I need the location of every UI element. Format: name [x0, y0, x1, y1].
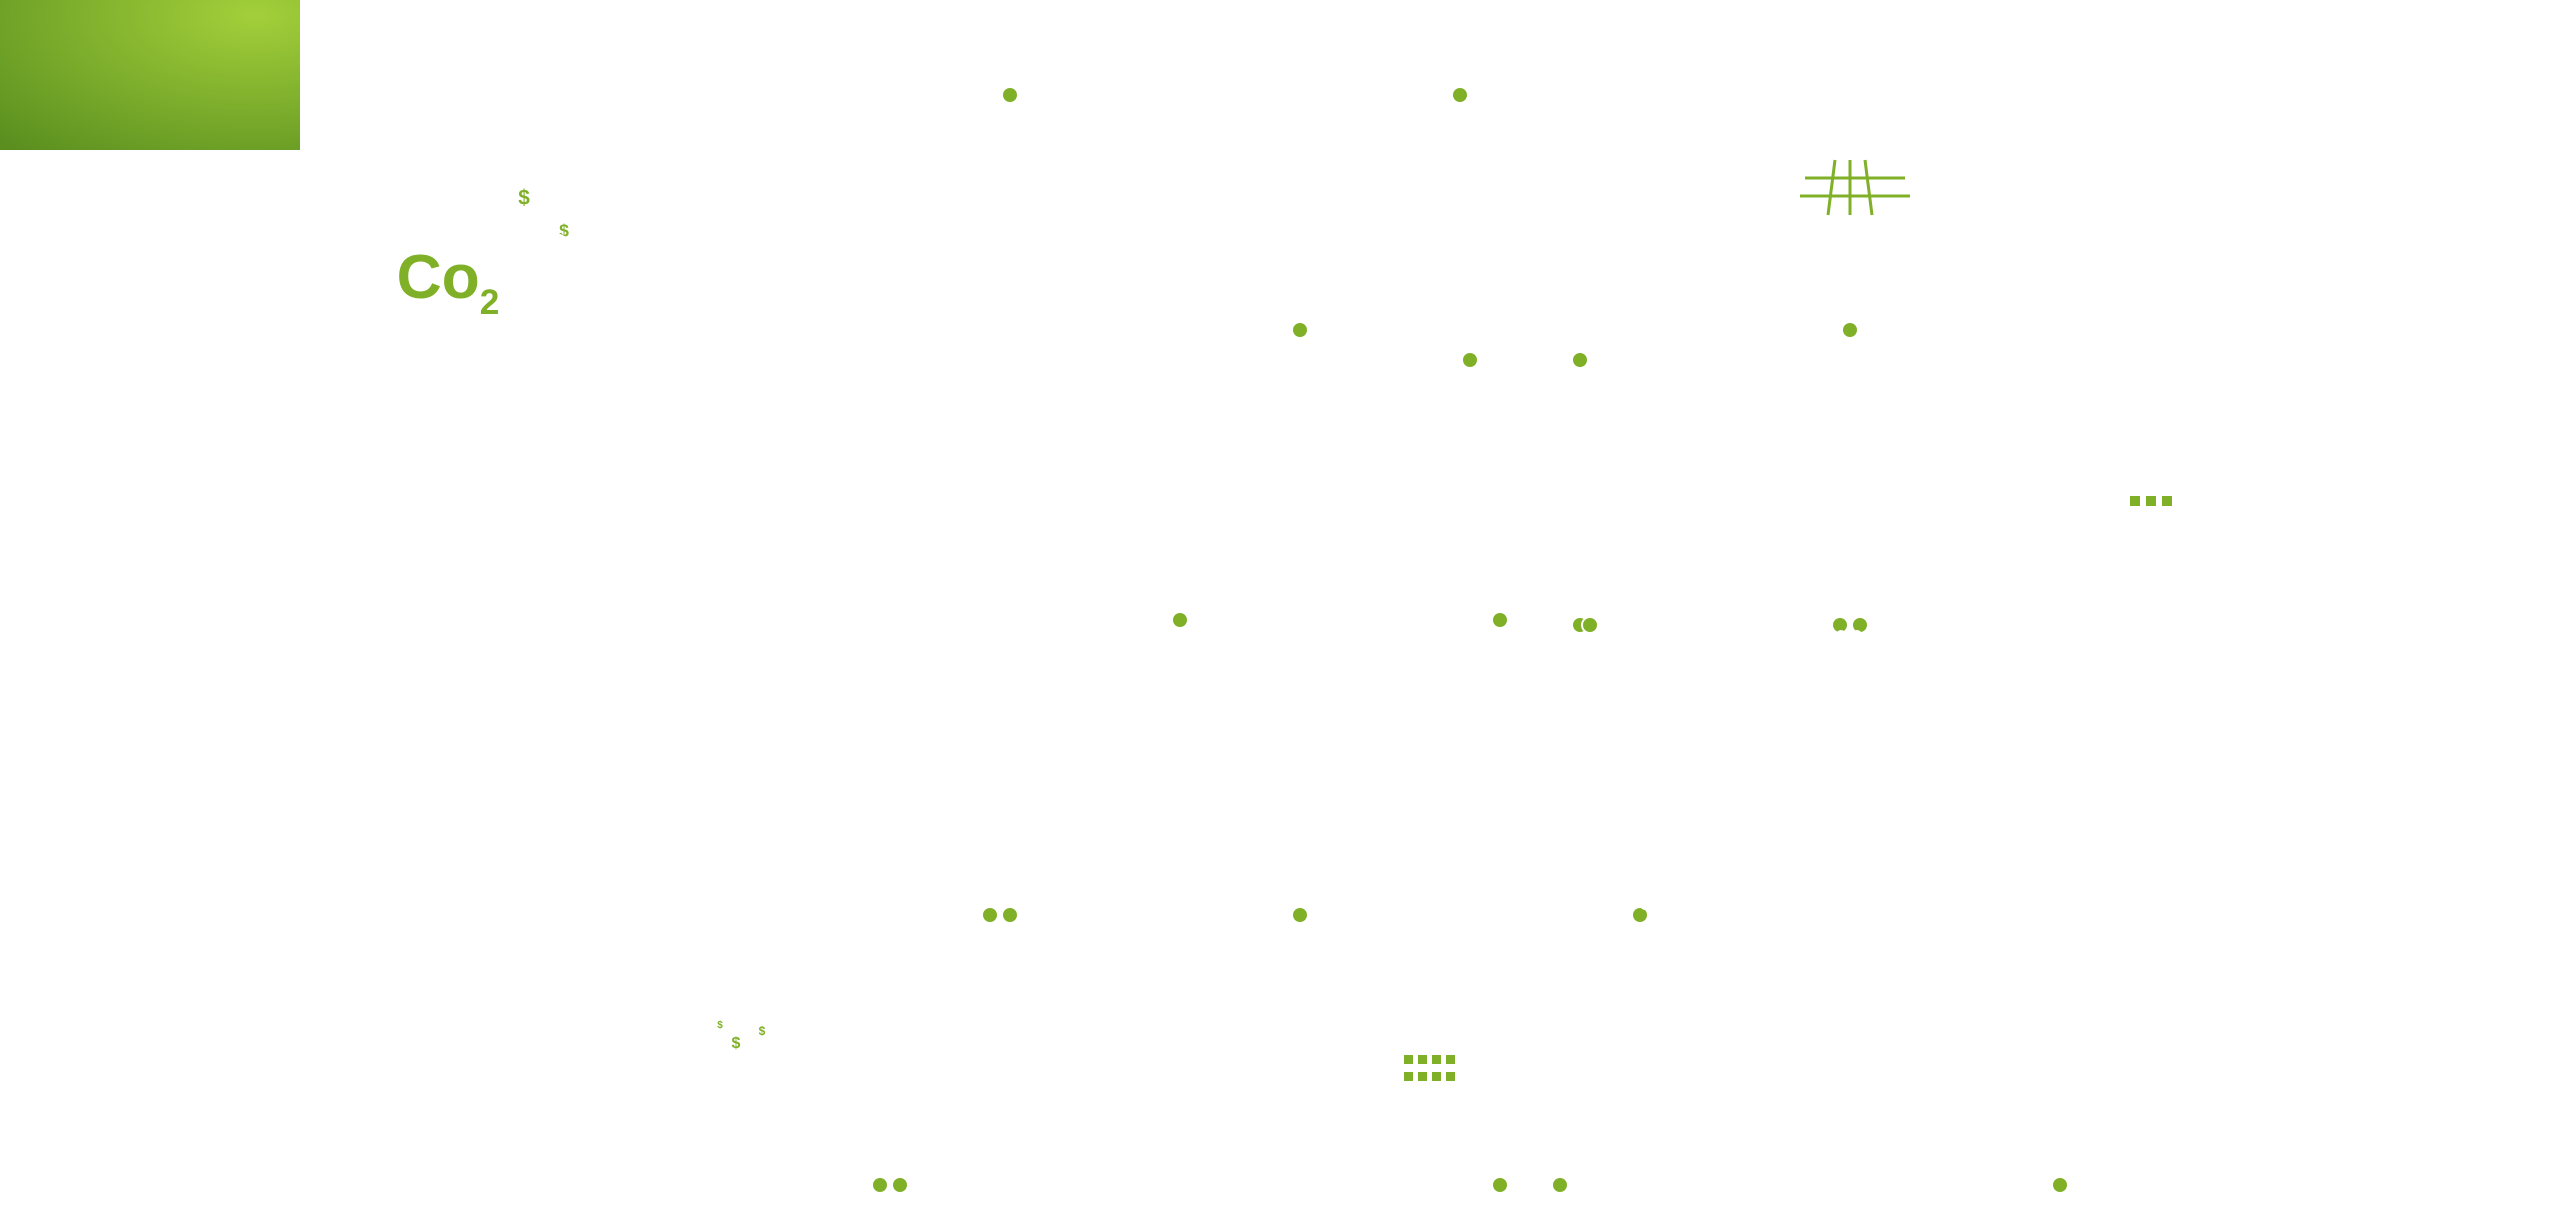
solar-icon [1780, 120, 1920, 260]
co2-cloud-icon: $ $ $ Co2 [270, 150, 650, 395]
connector-endcap [1452, 87, 1468, 103]
item-factory: GREEN FACTORY Lorem ipsum dolor sit amet,… [1700, 420, 2070, 555]
item-title-wind: WIND POWER [960, 1000, 1330, 1031]
decor-dots [1640, 900, 1698, 910]
connector-endcap [2052, 1177, 2068, 1193]
item-desc-circular: Lorem ipsum dolor sit amet, consectetur … [1980, 761, 2340, 855]
connector-endcap [1292, 322, 1308, 338]
decor-arrows-left [700, 1172, 740, 1190]
hero-block: $ $ $ Co2 CA [220, 150, 700, 565]
decor-arrows-right [2040, 100, 2080, 118]
item-gogreen: GO GREEN Lorem ipsum dolor sit amet, cons… [950, 420, 1320, 555]
connector-endcap [872, 1177, 888, 1193]
hand-icon [670, 990, 810, 1130]
item-recycle: RECYCLE Lorem ipsum dolor sit amet, conse… [1280, 140, 1650, 275]
decor-arrows-right [1000, 150, 1040, 168]
decor-arrows-left [2170, 384, 2210, 402]
connector-endcap [1492, 612, 1508, 628]
connector-endcap [1572, 352, 1588, 368]
item-graph: GREEN GRAPH Lorem ipsum dolor sit amet, c… [1700, 1000, 2070, 1135]
item-desc-footprint: Lorem ipsum dolor sit amet, consectetur … [1280, 761, 1640, 855]
item-circular: CIRCULAR ECONOMY Lorem ipsum dolor sit am… [1980, 720, 2350, 855]
infographic-canvas: $ $ $ Co2 CA [0, 0, 2560, 1227]
decor-dots [1804, 630, 1862, 640]
decor-dots [2110, 342, 2168, 352]
item-desc-gogreen: Lorem ipsum dolor sit amet, consectetur … [960, 461, 1320, 555]
svg-text:$: $ [518, 186, 530, 209]
item-wind: WIND POWER Lorem ipsum dolor sit amet, co… [960, 1000, 1330, 1135]
decor-dots [1700, 560, 1758, 570]
decor-dots [532, 1172, 590, 1182]
item-market: MARKET Lorem ipsum dolor sit amet, consec… [280, 1000, 650, 1135]
connector-endcap [1292, 907, 1308, 923]
item-title-solar: SOLAR PANEL [1980, 140, 2350, 171]
decor-arrows-right [2090, 1172, 2130, 1190]
factory-icon [2110, 400, 2250, 540]
decor-dots [1988, 100, 2046, 110]
item-title-recycle: RECYCLE [1280, 140, 1650, 171]
item-desc-recycle: Lorem ipsum dolor sit amet, consectetur … [1280, 181, 1640, 275]
item-footprint: FOOTPINT Lorem ipsum dolor sit amet, cons… [1280, 720, 1650, 855]
decor-dots [1280, 100, 1338, 110]
connector-endcap [1552, 1177, 1568, 1193]
item-desc-factory: Lorem ipsum dolor sit amet, consectetur … [1710, 461, 2070, 555]
connector-endcap [1842, 322, 1858, 338]
target-icon [1340, 410, 1480, 550]
decor-dots [1210, 608, 1268, 618]
graph-icon [2100, 990, 2240, 1130]
decor-arrows-right [440, 900, 480, 918]
decor-dots [1300, 1172, 1358, 1182]
item-desc-wind: Lorem ipsum dolor sit amet, consectetur … [970, 1041, 1330, 1135]
item-title-graph: GREEN GRAPH [1700, 1000, 2070, 1031]
item-desc-market: Lorem ipsum dolor sit amet, consectetur … [290, 1041, 650, 1135]
item-desc-graph: Lorem ipsum dolor sit amet, consectetur … [1710, 1041, 2070, 1135]
infinity-icon [1770, 720, 1910, 860]
connector-endcap [1462, 352, 1478, 368]
co2-sub: 2 [480, 283, 500, 322]
connector-endcap [1002, 87, 1018, 103]
recycle-icon [1090, 120, 1230, 260]
item-desc-solar: Lorem ipsum dolor sit amet, consectetur … [1980, 181, 2340, 275]
decor-arrows-left [1700, 608, 1740, 626]
connector-endcap [892, 1177, 908, 1193]
connector-endcap [1002, 907, 1018, 923]
co2-main: Co [397, 243, 480, 312]
item-title-footprint: FOOTPINT [1280, 720, 1650, 751]
decor-arrows-left [1040, 680, 1080, 698]
item-title-factory: GREEN FACTORY [1700, 420, 2070, 451]
decor-arrows-right [1980, 900, 2020, 918]
decor-dots [990, 1172, 1048, 1182]
decor-arrows-right [1300, 630, 1340, 648]
item-title-circular: CIRCULAR ECONOMY [1980, 720, 2350, 751]
connector-endcap [1582, 617, 1598, 633]
hero-title: CARBON CREDIT [220, 435, 700, 565]
connector-endcap [1172, 612, 1188, 628]
footprint-icon [1065, 680, 1205, 820]
item-solar: SOLAR PANEL Lorem ipsum dolor sit amet, c… [1980, 140, 2350, 275]
decor-dots [1230, 315, 1288, 325]
connector-endcap [982, 907, 998, 923]
connector-endcap [1492, 1177, 1508, 1193]
wind-icon [1350, 980, 1490, 1120]
item-title-market: MARKET [280, 1000, 650, 1031]
item-title-gogreen: GO GREEN [950, 420, 1320, 451]
